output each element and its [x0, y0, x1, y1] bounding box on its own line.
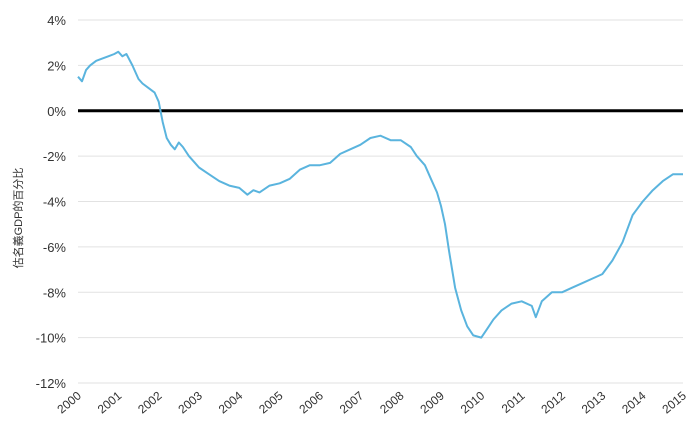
- x-tick-label: 2002: [135, 388, 165, 416]
- x-tick-label: 2004: [216, 388, 246, 416]
- y-tick-label: -2%: [43, 149, 67, 164]
- x-tick-label: 2012: [538, 388, 568, 416]
- x-tick-label: 2015: [659, 388, 686, 416]
- y-tick-label: -6%: [43, 240, 67, 255]
- y-tick-label: 0%: [47, 104, 66, 119]
- x-tick-label: 2003: [175, 388, 205, 416]
- y-axis-ticks: 4% 2% 0% -2% -4% -6% -8% -10% -12%: [36, 13, 67, 391]
- x-tick-label: 2011: [499, 388, 528, 416]
- x-tick-label: 2006: [296, 388, 326, 416]
- y-tick-label: -10%: [36, 331, 67, 346]
- series-layer: [77, 50, 683, 339]
- x-tick-label: 2008: [377, 388, 407, 416]
- x-tick-label: 2013: [579, 388, 609, 416]
- series-line-0: [77, 50, 683, 339]
- y-tick-label: -12%: [36, 376, 67, 391]
- x-tick-label: 2005: [256, 388, 286, 416]
- x-tick-label: 2014: [619, 388, 649, 416]
- x-axis-ticks: 2000 2001 2002 2003 2004 2005 2006 2007 2008 2009…: [54, 388, 686, 416]
- x-tick-label: 2009: [417, 388, 447, 416]
- gridlines: [78, 19, 683, 384]
- x-tick-label: 2010: [458, 388, 488, 416]
- y-axis-label: 估名義GDP的百分比: [11, 168, 25, 269]
- x-tick-label: 2007: [337, 388, 367, 416]
- y-tick-label: 2%: [47, 58, 66, 73]
- x-tick-label: 2000: [54, 388, 84, 416]
- x-tick-label: 2001: [95, 388, 125, 416]
- y-tick-label: -4%: [43, 195, 67, 210]
- y-tick-label: -8%: [43, 285, 67, 300]
- y-tick-label: 4%: [47, 13, 66, 28]
